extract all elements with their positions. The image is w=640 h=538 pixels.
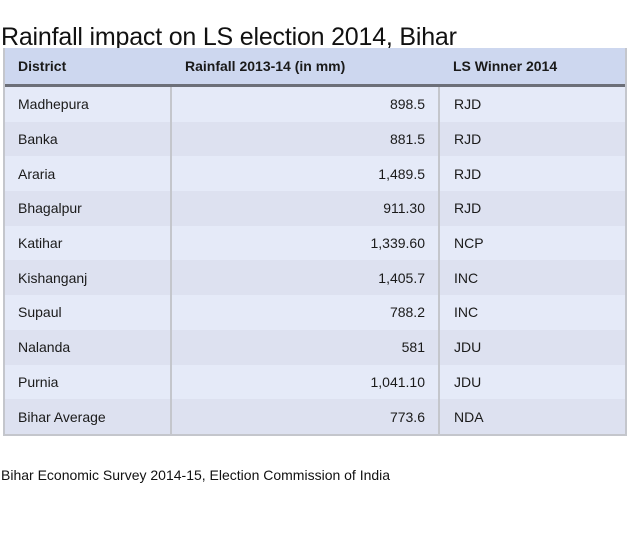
district-cell: Banka (5, 121, 171, 157)
table-row: Supaul 788.2 INC (5, 295, 625, 330)
rainfall-cell: 898.5 (170, 85, 440, 122)
rainfall-cell: 1,405.7 (170, 260, 440, 296)
table-row: Katihar 1,339.60 NCP (5, 225, 625, 261)
winner-cell: INC (439, 260, 625, 296)
table-row: Bihar Average 773.6 NDA (5, 399, 625, 434)
rainfall-cell: 911.30 (170, 191, 440, 226)
table-row: Purnia 1,041.10 JDU (5, 364, 625, 400)
district-cell: Madhepura (5, 85, 171, 122)
district-cell: Bihar Average (5, 399, 171, 434)
source-note: Bihar Economic Survey 2014-15, Election … (1, 467, 391, 483)
winner-cell: JDU (439, 364, 625, 400)
winner-cell: RJD (439, 121, 625, 157)
rainfall-cell: 881.5 (170, 121, 440, 157)
district-cell: Supaul (5, 295, 171, 330)
rainfall-cell: 788.2 (170, 295, 440, 330)
district-cell: Nalanda (5, 329, 171, 365)
table-body: Madhepura 898.5 RJD Banka 881.5 RJD Arar… (5, 85, 625, 434)
district-cell: Araria (5, 156, 171, 192)
district-cell: Kishanganj (5, 260, 171, 296)
district-cell: Katihar (5, 225, 171, 261)
table-row: Nalanda 581 JDU (5, 329, 625, 365)
winner-cell: JDU (439, 329, 625, 365)
winner-cell: INC (439, 295, 625, 330)
table-row: Madhepura 898.5 RJD (5, 85, 625, 122)
page-title: Rainfall impact on LS election 2014, Bih… (1, 22, 457, 51)
winner-cell: RJD (439, 191, 625, 226)
rainfall-cell: 1,339.60 (170, 225, 440, 261)
column-header-district: District (5, 48, 171, 87)
table-row: Bhagalpur 911.30 RJD (5, 191, 625, 226)
table-row: Kishanganj 1,405.7 INC (5, 260, 625, 296)
rainfall-cell: 1,489.5 (170, 156, 440, 192)
column-header-winner: LS Winner 2014 (439, 48, 625, 87)
table-row: Araria 1,489.5 RJD (5, 156, 625, 192)
rainfall-cell: 1,041.10 (170, 364, 440, 400)
winner-cell: NCP (439, 225, 625, 261)
rainfall-table-container: District Rainfall 2013-14 (in mm) LS Win… (3, 48, 627, 436)
table-header-row: District Rainfall 2013-14 (in mm) LS Win… (5, 48, 625, 87)
winner-cell: RJD (439, 156, 625, 192)
winner-cell: NDA (439, 399, 625, 434)
column-header-rainfall: Rainfall 2013-14 (in mm) (171, 48, 439, 87)
district-cell: Purnia (5, 364, 171, 400)
rainfall-table: District Rainfall 2013-14 (in mm) LS Win… (5, 48, 625, 434)
rainfall-cell: 773.6 (170, 399, 440, 434)
table-row: Banka 881.5 RJD (5, 121, 625, 157)
winner-cell: RJD (439, 85, 625, 122)
rainfall-cell: 581 (170, 329, 440, 365)
district-cell: Bhagalpur (5, 191, 171, 226)
